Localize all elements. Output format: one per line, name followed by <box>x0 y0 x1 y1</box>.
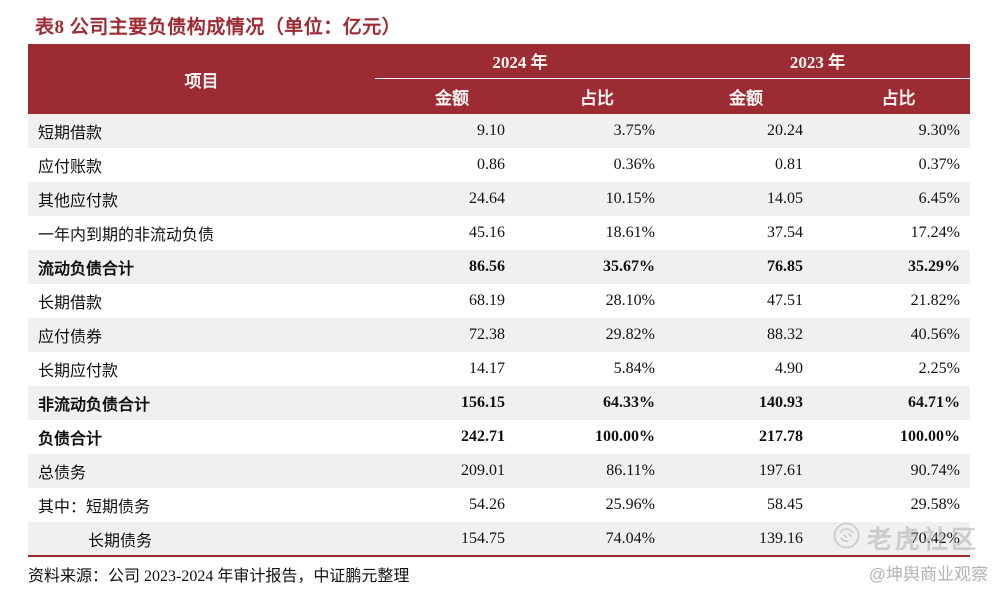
amount-2023-cell: 197.61 <box>759 462 803 479</box>
amount-2023-cell: 88.32 <box>767 326 803 343</box>
pct-2023-cell: 70.42% <box>813 522 970 557</box>
amount-2024-cell: 209.01 <box>461 462 505 479</box>
pct-2024-header: 占比 <box>515 78 665 114</box>
amount-2024-cell: 86.56 <box>469 258 505 275</box>
watermark-handle-text: @坤舆商业观察 <box>868 565 988 584</box>
pct-2024-cell: 35.67% <box>603 258 655 275</box>
pct-2024-cell: 28.10% <box>605 292 655 309</box>
amount-2023-cell: 20.24 <box>767 122 803 139</box>
amount-2023-cell: 217.78 <box>759 428 803 445</box>
row-item-label: 负债合计 <box>38 431 103 448</box>
pct-2023-cell: 35.29% <box>908 258 960 275</box>
pct-2023-cell: 21.82% <box>910 292 960 309</box>
pct-2023-cell: 29.58% <box>910 496 960 513</box>
year-2024-header: 2024 年 <box>375 44 665 79</box>
row-item-label: 总债务 <box>38 465 87 482</box>
amount-2024-cell: 154.75 <box>375 522 515 557</box>
pct-2023-cell: 100.00% <box>900 428 960 445</box>
table-row: 短期借款 9.10 3.75% 20.24 9.30% <box>28 114 970 148</box>
pct-2024-cell: 74.04% <box>515 522 665 557</box>
pct-2023-cell: 64.71% <box>908 394 960 411</box>
pct-2024-cell: 100.00% <box>595 428 655 445</box>
year-2023-header: 2023 年 <box>665 44 970 79</box>
amount-2023-cell: 47.51 <box>767 292 803 309</box>
pct-2023-cell: 90.74% <box>910 462 960 479</box>
amount-2024-cell: 156.15 <box>461 394 505 411</box>
pct-2024-cell: 18.61% <box>605 224 655 241</box>
table-row: 长期借款 68.19 28.10% 47.51 21.82% <box>28 284 970 318</box>
amount-2024-cell: 72.38 <box>469 326 505 343</box>
amount-2024-cell: 242.71 <box>461 428 505 445</box>
row-item-label: 短期借款 <box>38 125 103 142</box>
amount-2023-cell: 58.45 <box>767 496 803 513</box>
table-row: 负债合计 242.71 100.00% 217.78 100.00% <box>28 420 970 454</box>
pct-2023-cell: 0.37% <box>918 156 960 173</box>
row-item-label: 长期应付款 <box>38 363 119 380</box>
amount-2023-cell: 14.05 <box>767 190 803 207</box>
amount-2023-cell: 4.90 <box>775 360 803 377</box>
pct-2024-cell: 3.75% <box>613 122 655 139</box>
row-item-label: 长期债务 <box>28 522 375 557</box>
pct-2024-cell: 0.36% <box>613 156 655 173</box>
row-item-label: 流动负债合计 <box>38 261 135 278</box>
pct-2024-cell: 10.15% <box>605 190 655 207</box>
pct-2023-cell: 2.25% <box>918 360 960 377</box>
row-item-label: 非流动负债合计 <box>38 397 151 414</box>
table-row: 应付账款 0.86 0.36% 0.81 0.37% <box>28 148 970 182</box>
row-item-label: 应付债券 <box>38 329 103 346</box>
table-row: 其中：短期债务 54.26 25.96% 58.45 29.58% <box>28 488 970 522</box>
table-row: 长期应付款 14.17 5.84% 4.90 2.25% <box>28 352 970 386</box>
row-item-label: 一年内到期的非流动负债 <box>38 227 215 244</box>
pct-2024-cell: 86.11% <box>606 462 655 479</box>
pct-2023-cell: 40.56% <box>910 326 960 343</box>
pct-2024-cell: 5.84% <box>613 360 655 377</box>
table-row: 长期债务 154.75 74.04% 139.16 70.42% <box>28 522 970 557</box>
table-row: 非流动负债合计 156.15 64.33% 140.93 64.71% <box>28 386 970 420</box>
amount-2024-cell: 9.10 <box>477 122 505 139</box>
pct-2023-cell: 9.30% <box>918 122 960 139</box>
item-column-header: 项目 <box>28 44 375 114</box>
metric-header-row: 金额 占比 金额 占比 <box>28 78 970 114</box>
row-item-label: 其中：短期债务 <box>38 499 151 516</box>
amount-2023-cell: 76.85 <box>767 258 803 275</box>
pct-2024-cell: 64.33% <box>603 394 655 411</box>
amount-2023-header: 金额 <box>665 78 813 114</box>
amount-2024-cell: 14.17 <box>469 360 505 377</box>
amount-2023-cell: 139.16 <box>665 522 813 557</box>
pct-2023-cell: 6.45% <box>918 190 960 207</box>
pct-2024-cell: 29.82% <box>605 326 655 343</box>
table-body: 短期借款 9.10 3.75% 20.24 9.30% 应付账款 0.86 0.36% 0.81… <box>28 114 970 557</box>
pct-2023-header: 占比 <box>813 78 970 114</box>
row-item-label: 其他应付款 <box>38 193 119 210</box>
source-note: 资料来源：公司 2023-2024 年审计报告，中证鹏元整理 <box>28 568 410 585</box>
table-row: 总债务 209.01 86.11% 197.61 90.74% <box>28 454 970 488</box>
row-item-label: 应付账款 <box>38 159 103 176</box>
amount-2024-cell: 54.26 <box>469 496 505 513</box>
table-title: 表8 公司主要负债构成情况（单位：亿元） <box>35 17 402 38</box>
table-row: 应付债券 72.38 29.82% 88.32 40.56% <box>28 318 970 352</box>
amount-2023-cell: 140.93 <box>759 394 803 411</box>
amount-2023-cell: 0.81 <box>775 156 803 173</box>
row-item-label: 长期借款 <box>38 295 103 312</box>
amount-2024-cell: 24.64 <box>469 190 505 207</box>
year-header-row: 项目 2024 年 2023 年 <box>28 44 970 114</box>
pct-2024-cell: 25.96% <box>605 496 655 513</box>
amount-2023-cell: 37.54 <box>767 224 803 241</box>
table-row: 流动负债合计 86.56 35.67% 76.85 35.29% <box>28 250 970 284</box>
amount-2024-cell: 45.16 <box>469 224 505 241</box>
amount-2024-cell: 68.19 <box>469 292 505 309</box>
amount-2024-header: 金额 <box>375 78 515 114</box>
pct-2023-cell: 17.24% <box>910 224 960 241</box>
table-row: 一年内到期的非流动负债 45.16 18.61% 37.54 17.24% <box>28 216 970 250</box>
liabilities-table: 项目 2024 年 2023 年 金额 占比 金额 占比 短期借款 9.10 3.7… <box>28 44 970 557</box>
table-header: 项目 2024 年 2023 年 金额 占比 金额 占比 <box>28 44 970 114</box>
amount-2024-cell: 0.86 <box>477 156 505 173</box>
table-row: 其他应付款 24.64 10.15% 14.05 6.45% <box>28 182 970 216</box>
